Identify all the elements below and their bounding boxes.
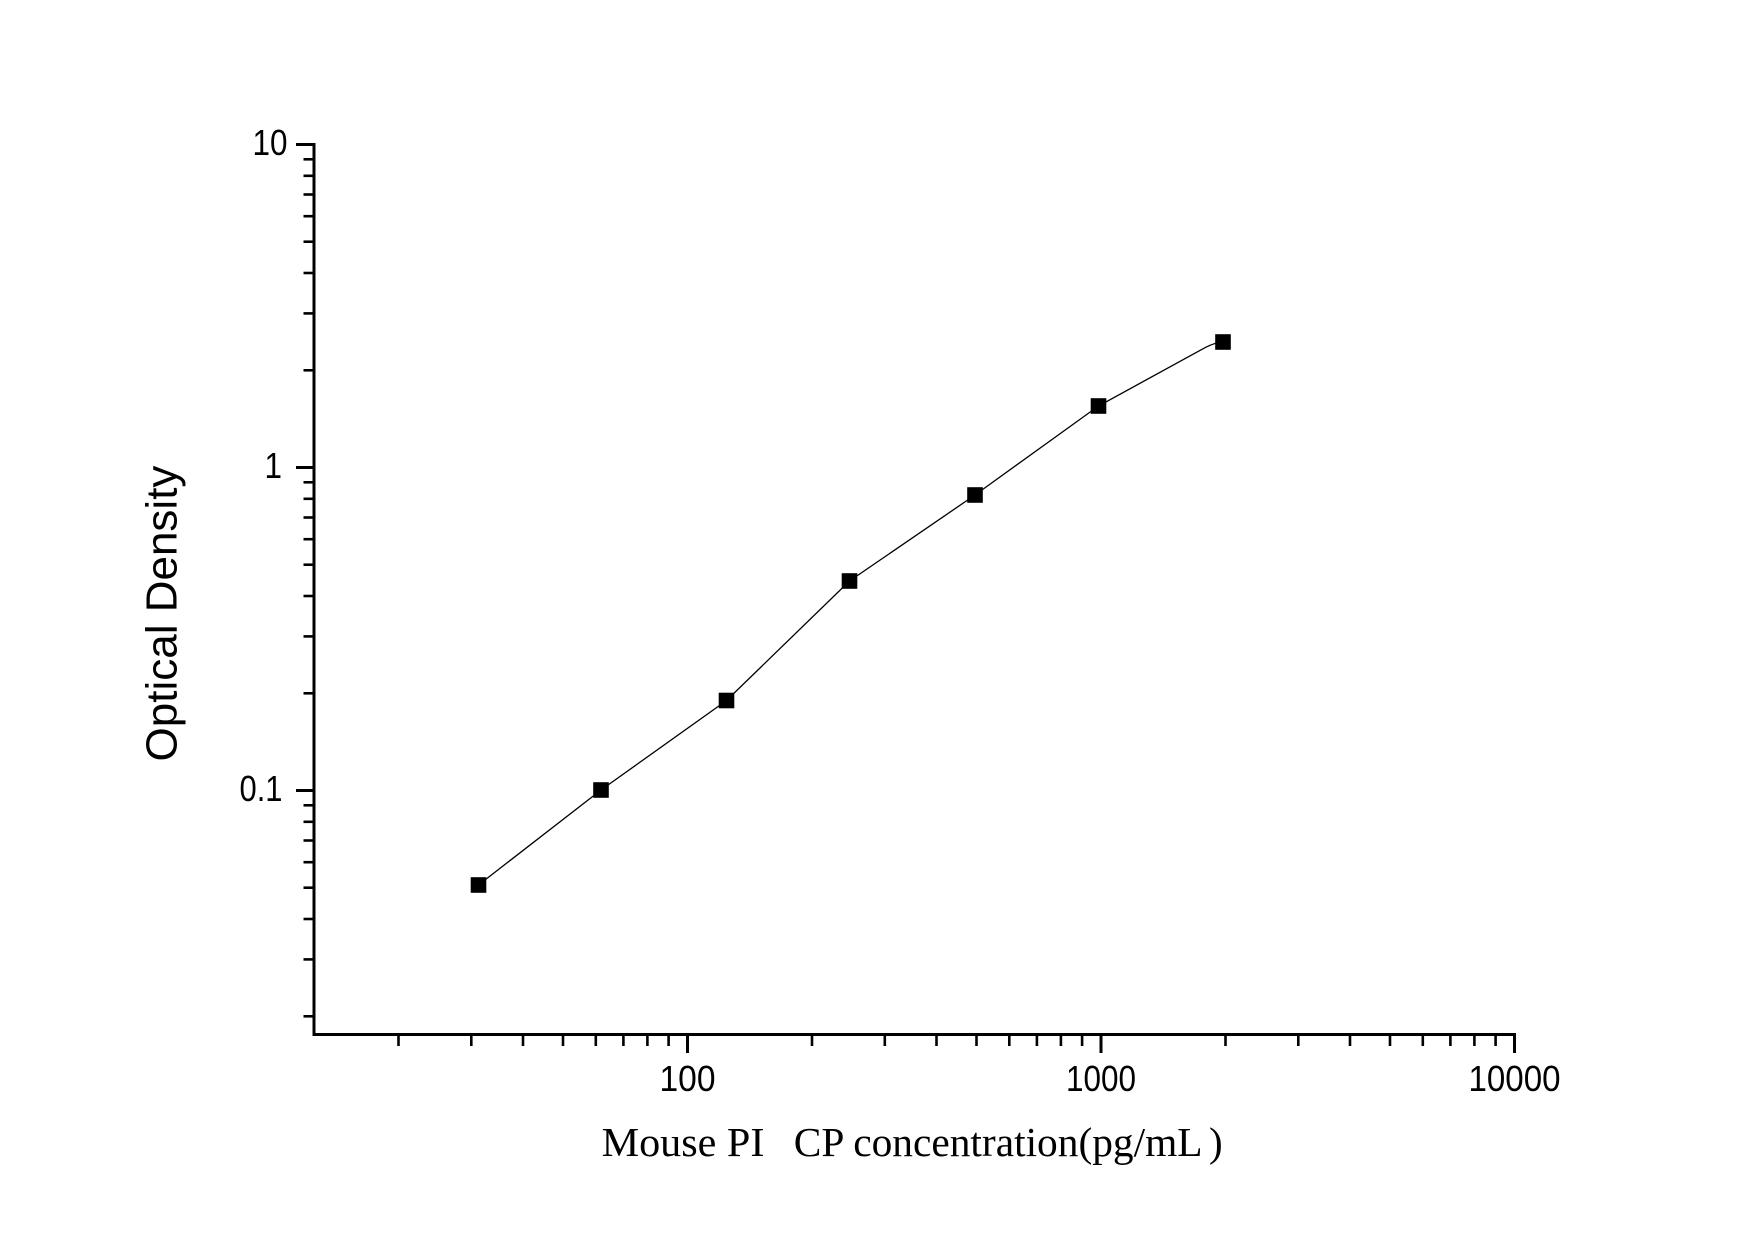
svg-text:0.1: 0.1 xyxy=(240,768,283,809)
svg-text:Mouse PI: Mouse PI xyxy=(602,1119,765,1165)
svg-text:CP concentration(pg/mL: CP concentration(pg/mL xyxy=(794,1119,1203,1165)
svg-text:10: 10 xyxy=(253,122,288,163)
svg-text:Optical Density: Optical Density xyxy=(138,466,187,762)
svg-text:10000: 10000 xyxy=(1469,1058,1561,1099)
svg-text:1000: 1000 xyxy=(1066,1058,1136,1099)
svg-text:1: 1 xyxy=(265,445,283,486)
svg-text:): ) xyxy=(1209,1119,1223,1165)
svg-text:100: 100 xyxy=(660,1058,716,1099)
